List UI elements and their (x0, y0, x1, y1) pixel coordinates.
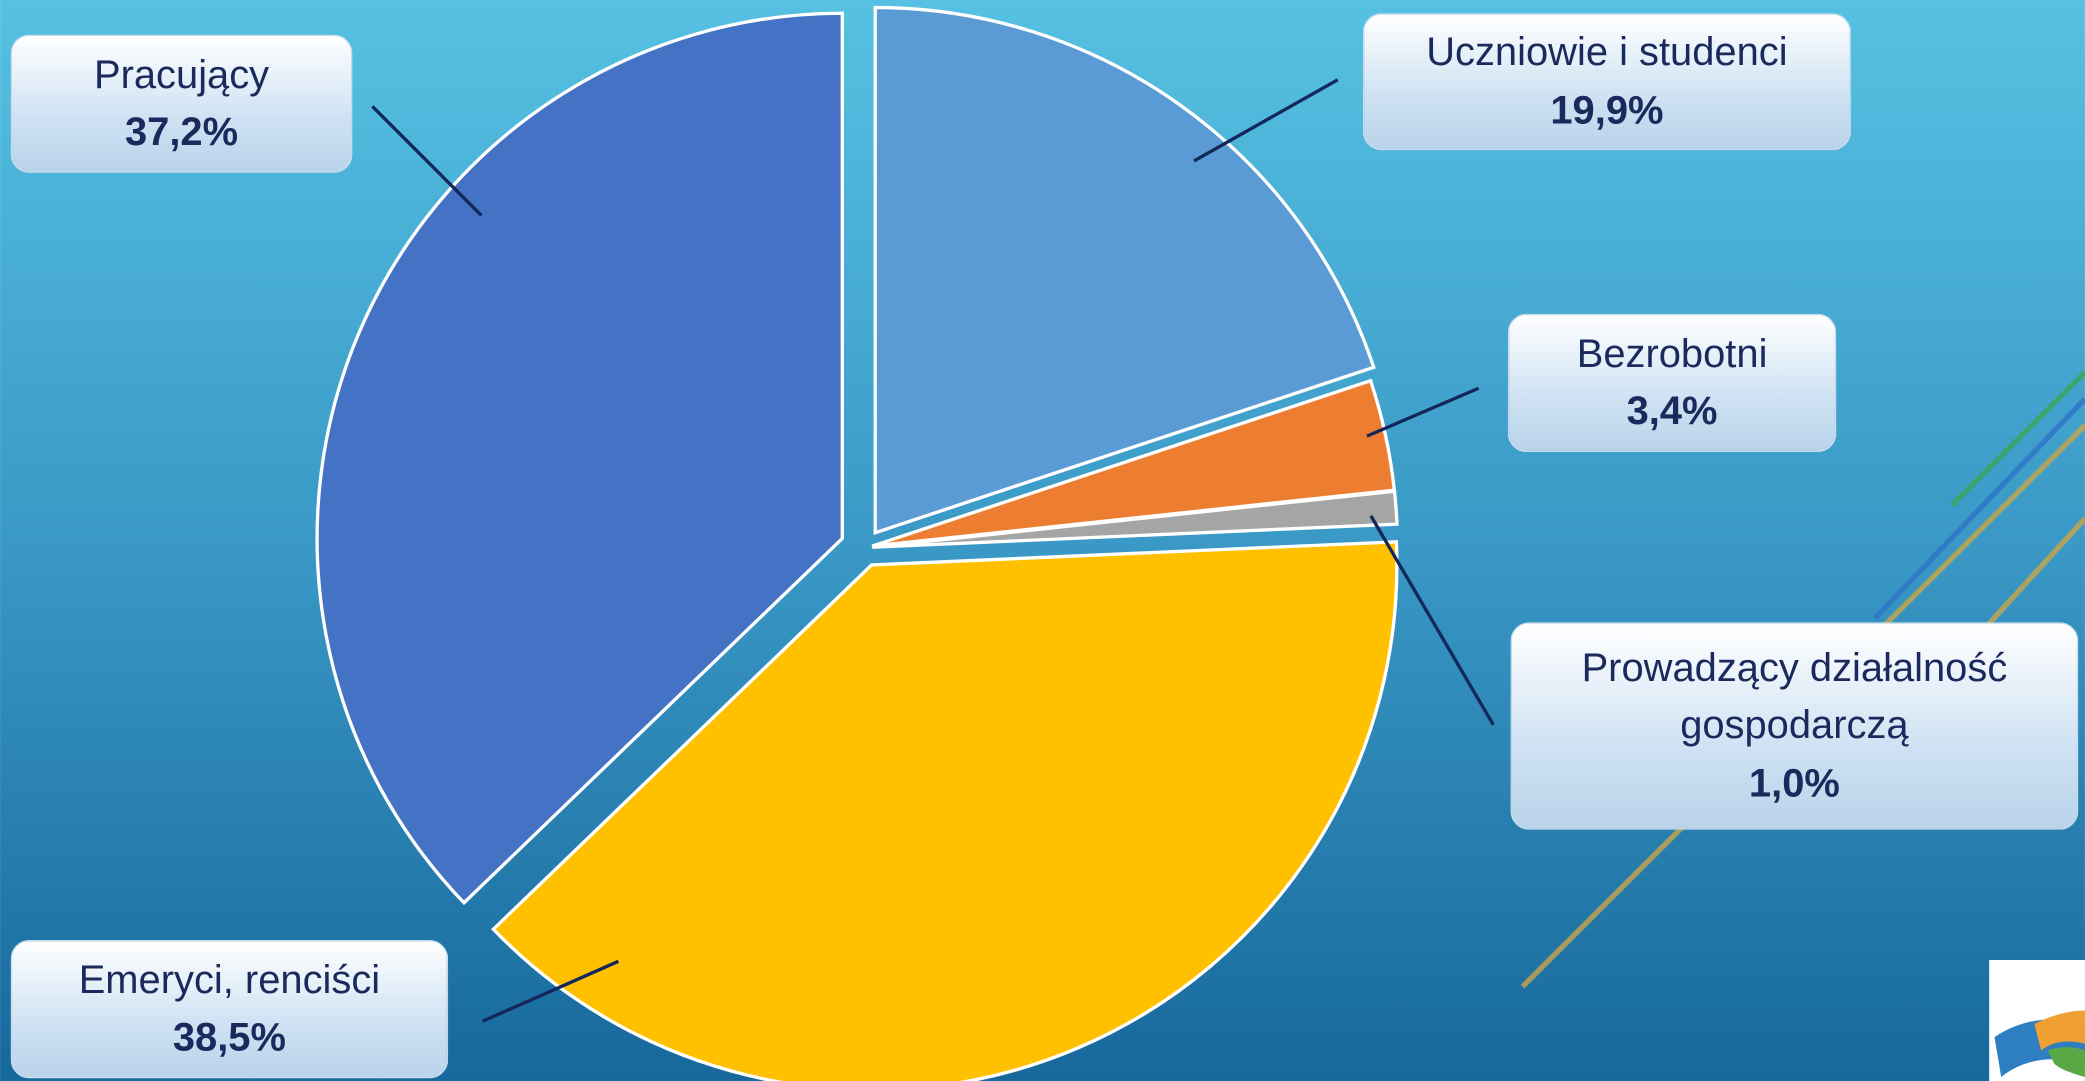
value-label: 3,4% (1626, 389, 1718, 434)
category-label: Bezrobotni (1576, 331, 1768, 376)
value-label: 38,5% (172, 1015, 286, 1060)
label: Emeryci, renciści 38,5% (10, 940, 449, 1079)
pie-slice (315, 11, 844, 906)
category-label: Pracujący (93, 52, 270, 97)
category-label: Emeryci, renciści (78, 958, 381, 1002)
deco-line (1872, 397, 2085, 621)
leader-line (1369, 515, 1495, 726)
label-box: Pracujący 37,2% (10, 34, 353, 173)
logo (1989, 960, 2085, 1081)
label: Uczniowie i studenci 19,9% (1362, 13, 1851, 151)
deco-line (1985, 516, 2085, 627)
pie-slice (872, 489, 1399, 549)
labels: Uczniowie i studenci 19,9% Bezrobotni 3,4% P… (10, 13, 2079, 1079)
category-label: Prowadzący działalność gospodarczą (1581, 645, 2008, 748)
leader-line (371, 105, 483, 217)
value-label: 19,9% (1550, 88, 1664, 133)
pie (315, 5, 1399, 1081)
leader-line (1193, 78, 1339, 163)
logo-shape (2034, 1010, 2085, 1051)
leader-line (1366, 386, 1480, 438)
label-box: Emeryci, renciści 38,5% (10, 940, 449, 1079)
label-box: Prowadzący działalność gospodarczą 1,0% (1510, 622, 2079, 830)
value-label: 37,2% (124, 110, 239, 155)
label-box: Bezrobotni 3,4% (1507, 313, 1837, 453)
category-label: Uczniowie i studenci (1426, 30, 1788, 75)
label: Bezrobotni 3,4% (1507, 313, 1837, 453)
pie-slice (491, 540, 1399, 1081)
value-label: 1,0% (1748, 761, 1840, 806)
label: Pracujący 37,2% (10, 34, 353, 173)
pie-slice (873, 5, 1376, 536)
leader-line (482, 959, 620, 1023)
label: Prowadzący działalność gospodarczą 1,0% (1510, 622, 2079, 830)
label-box: Uczniowie i studenci 19,9% (1362, 13, 1851, 151)
deco-line (1950, 370, 2085, 508)
logo-shape (2047, 1047, 2085, 1078)
